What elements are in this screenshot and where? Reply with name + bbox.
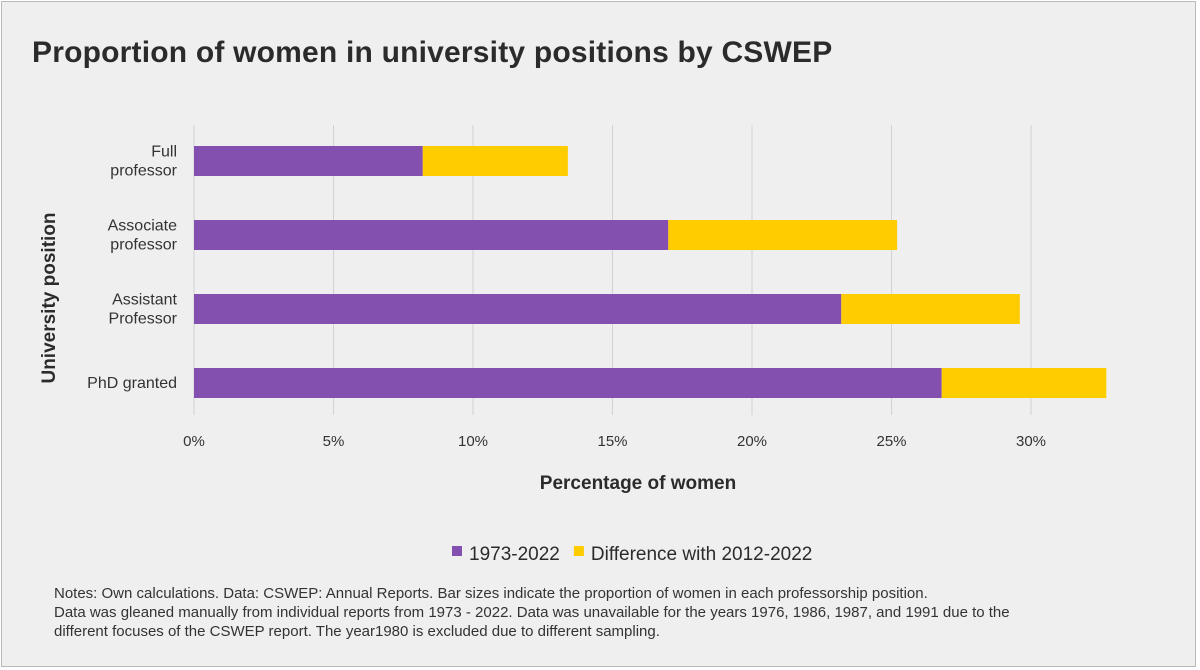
chart-title: Proportion of women in university positi… xyxy=(32,36,833,69)
bar-segment xyxy=(941,368,1107,398)
bar-segment xyxy=(194,294,842,324)
x-tick-label: 25% xyxy=(876,433,906,450)
category-label: Professor xyxy=(109,311,178,328)
notes-line: different focuses of the CSWEP report. T… xyxy=(54,623,660,640)
x-tick-labels: 0% 5% 10% 15% 20% 25% 30% xyxy=(183,433,1046,450)
bar-segment xyxy=(841,294,1020,324)
category-labels: Full professor Associate professor Assistant… xyxy=(87,144,178,393)
x-tick-label: 30% xyxy=(1016,433,1046,450)
legend: 1973-2022 Difference with 2012-2022 xyxy=(452,544,812,565)
bar-segment xyxy=(194,146,423,176)
x-tick-label: 10% xyxy=(458,433,488,450)
notes-line: Notes: Own calculations. Data: CSWEP: An… xyxy=(54,585,928,602)
legend-label: Difference with 2012-2022 xyxy=(591,544,812,565)
category-label: professor xyxy=(110,163,177,180)
bar-segment xyxy=(422,146,568,176)
x-tick-label: 15% xyxy=(597,433,627,450)
x-axis-title: Percentage of women xyxy=(540,473,736,494)
category-label: Assistant xyxy=(112,292,177,309)
legend-swatch xyxy=(573,546,584,556)
x-tick-label: 20% xyxy=(737,433,767,450)
notes-line: Data was gleaned manually from individua… xyxy=(54,604,1010,621)
legend-swatch xyxy=(452,546,462,556)
x-tick-label: 5% xyxy=(323,433,345,450)
x-tick-label: 0% xyxy=(183,433,205,450)
legend-label: 1973-2022 xyxy=(469,544,560,565)
bar-segment xyxy=(194,368,942,398)
category-label: PhD granted xyxy=(87,375,177,392)
bar-segment xyxy=(194,220,669,250)
bar-segment xyxy=(668,220,898,250)
bars xyxy=(194,146,1107,398)
category-label: Full xyxy=(151,144,177,161)
category-label: Associate xyxy=(108,218,177,235)
notes: Notes: Own calculations. Data: CSWEP: An… xyxy=(54,584,1184,641)
category-label: professor xyxy=(110,237,177,254)
y-axis-title: University position xyxy=(39,212,60,383)
